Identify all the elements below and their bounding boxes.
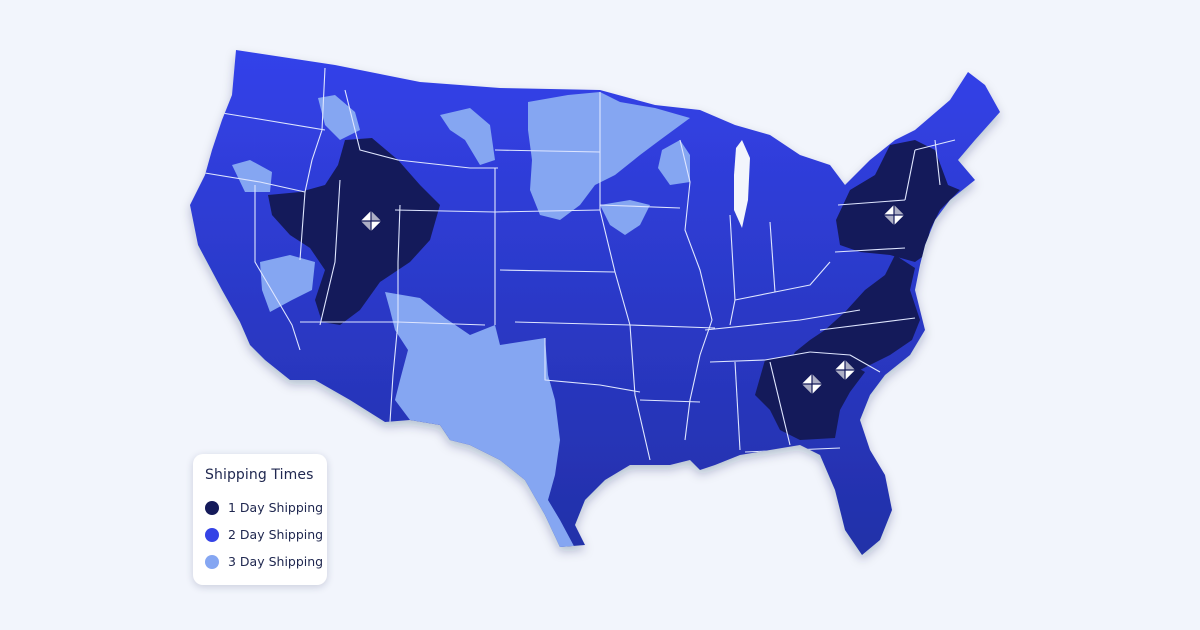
border-plains-2 bbox=[494, 209, 601, 213]
border-az-nm bbox=[389, 321, 399, 423]
zone-3-day-wisconsin-strip bbox=[658, 140, 690, 185]
border-new-england-1 bbox=[904, 149, 916, 201]
legend-title: Shipping Times bbox=[205, 467, 314, 483]
border-or-ca bbox=[204, 172, 306, 193]
legend-swatch-2-day bbox=[205, 527, 219, 542]
border-id-w bbox=[299, 67, 326, 261]
zone-3-day-montana bbox=[440, 108, 495, 165]
legend-item-1-day: 1 Day Shipping bbox=[205, 494, 323, 521]
border-mn-ia bbox=[599, 204, 681, 209]
warehouse-diamond-icon bbox=[882, 203, 906, 227]
warehouse-diamond-icon bbox=[359, 209, 383, 233]
border-new-england-2 bbox=[934, 139, 941, 186]
zone-3-day-idaho bbox=[318, 95, 360, 140]
legend-swatch-3-day bbox=[205, 554, 219, 569]
border-tn-s bbox=[709, 351, 811, 363]
legend-label: 1 Day Shipping bbox=[228, 500, 324, 515]
border-ms-al bbox=[734, 361, 741, 451]
border-ar-la bbox=[639, 399, 701, 403]
border-four-corners bbox=[300, 321, 486, 326]
border-va-nc bbox=[819, 317, 916, 331]
warehouse-diamond-icon bbox=[833, 358, 857, 382]
shipping-legend: Shipping Times 1 Day Shipping 2 Day Ship… bbox=[193, 454, 327, 585]
zone-1-day-utah-region bbox=[268, 138, 440, 325]
zone-3-day-dakotas bbox=[528, 92, 690, 220]
border-al-ga bbox=[769, 361, 791, 446]
border-nc-sc bbox=[809, 351, 881, 373]
legend-swatch-1-day bbox=[205, 500, 219, 515]
border-in-oh bbox=[769, 221, 776, 293]
border-tn-n bbox=[704, 309, 861, 331]
border-mississippi bbox=[679, 139, 713, 441]
border-ca-nv bbox=[254, 185, 301, 351]
zone-3-day-oregon-east bbox=[232, 160, 272, 192]
warehouse-diamond-icon bbox=[800, 372, 824, 396]
lake-michigan bbox=[734, 140, 750, 228]
border-mn-e bbox=[599, 92, 651, 461]
border-new-england-3 bbox=[914, 139, 956, 151]
border-ohio-river bbox=[734, 261, 831, 301]
legend-label: 2 Day Shipping bbox=[228, 527, 324, 542]
zone-3-day-nevada bbox=[260, 255, 315, 312]
border-ut-co bbox=[397, 204, 401, 322]
state-borders bbox=[204, 67, 956, 461]
border-plains-1 bbox=[494, 149, 601, 153]
border-wy-co bbox=[394, 209, 496, 213]
zone-3-day-iowa bbox=[600, 200, 650, 235]
border-nv-ut bbox=[319, 179, 341, 326]
legend-item-2-day: 2 Day Shipping bbox=[205, 521, 323, 548]
border-ny-pa bbox=[837, 199, 906, 206]
legend-item-3-day: 3 Day Shipping bbox=[205, 548, 323, 575]
border-pa-s bbox=[834, 247, 906, 253]
border-wa-or bbox=[221, 112, 326, 131]
border-tx-ok bbox=[544, 338, 641, 393]
border-mt-s bbox=[344, 89, 498, 169]
legend-label: 3 Day Shipping bbox=[228, 554, 324, 569]
warehouse-markers bbox=[359, 203, 906, 396]
border-plains-3 bbox=[499, 269, 616, 273]
